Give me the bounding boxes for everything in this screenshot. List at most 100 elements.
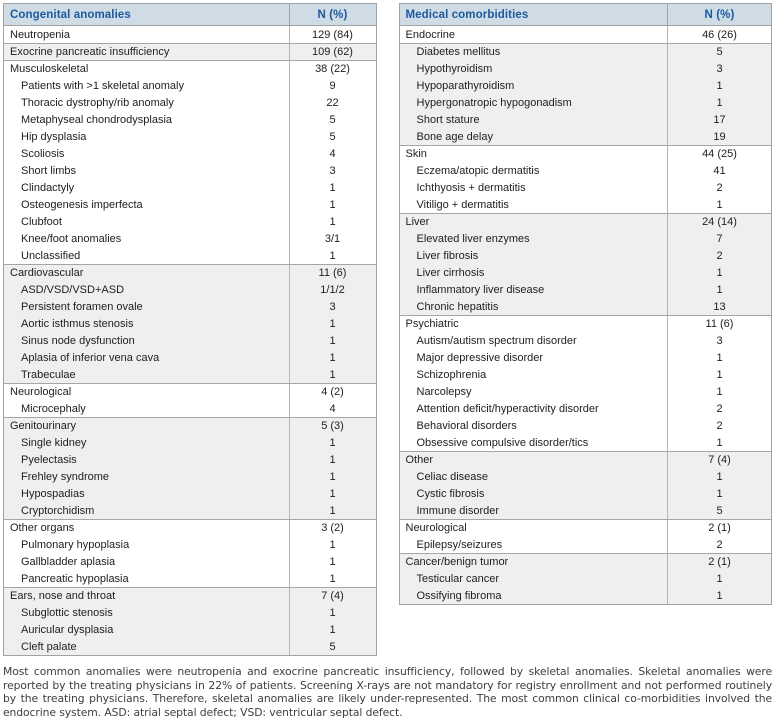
row-value: 3 (2) — [288, 520, 376, 536]
row-value: 1 — [288, 451, 376, 468]
table-subrow: Cleft palate 5 — [4, 638, 376, 655]
row-label: Liver fibrosis — [416, 249, 479, 262]
row-value: 13 — [667, 298, 771, 315]
table-row: Genitourinary 5 (3) — [4, 417, 376, 434]
table-subrow: Microcephaly 4 — [4, 400, 376, 417]
table-body: Neutropenia 129 (84) Exocrine pancreatic i… — [4, 26, 376, 655]
row-value: 1 — [288, 196, 376, 213]
row-value: 2 (1) — [667, 520, 771, 536]
table-subrow: Patients with >1 skeletal anomaly 9 — [4, 77, 376, 94]
table-subrow: Immune disorder 5 — [399, 502, 771, 519]
row-value: 2 (1) — [667, 554, 771, 570]
row-value: 1 — [288, 485, 376, 502]
row-label: Other — [405, 454, 434, 466]
row-label: Ichthyosis + dermatitis — [416, 181, 526, 194]
row-value: 17 — [667, 111, 771, 128]
row-value: 5 — [667, 502, 771, 519]
row-value: 1 — [288, 179, 376, 196]
row-value: 4 — [288, 400, 376, 417]
row-value: 7 (4) — [667, 452, 771, 468]
row-value: 5 — [288, 128, 376, 145]
row-label: Microcephaly — [21, 402, 86, 415]
table-subrow: Liver cirrhosis 1 — [399, 264, 771, 281]
row-value: 109 (62) — [288, 44, 376, 60]
table-subrow: Persistent foramen ovale 3 — [4, 298, 376, 315]
row-value: 2 — [667, 417, 771, 434]
row-value: 1 — [667, 94, 771, 111]
table-subrow: Ossifying fibroma 1 — [399, 587, 771, 604]
table-row: Skin 44 (25) — [399, 145, 771, 162]
table-subrow: Osteogenesis imperfecta 1 — [4, 196, 376, 213]
row-label: Endocrine — [405, 28, 456, 41]
row-label: Osteogenesis imperfecta — [21, 198, 143, 211]
table-subrow: Clubfoot 1 — [4, 213, 376, 230]
table-row: Ears, nose and throat 7 (4) — [4, 587, 376, 604]
row-label: Autism/autism spectrum disorder — [416, 334, 577, 347]
row-label: Gallbladder aplasia — [21, 555, 116, 568]
row-value: 3 — [667, 60, 771, 77]
table-row: Musculoskeletal 38 (22) — [4, 60, 376, 77]
row-label: Frehley syndrome — [21, 470, 110, 483]
row-label: Musculoskeletal — [10, 63, 89, 75]
table-subrow: Hip dysplasia 5 — [4, 128, 376, 145]
row-label: Skin — [405, 148, 427, 160]
row-value: 19 — [667, 128, 771, 145]
table-subrow: Cryptorchidism 1 — [4, 502, 376, 519]
row-value: 46 (26) — [667, 26, 771, 43]
row-value: 5 — [288, 111, 376, 128]
row-value: 1 — [667, 468, 771, 485]
row-label: Sinus node dysfunction — [21, 334, 135, 347]
row-label: Cystic fibrosis — [416, 487, 485, 500]
row-value: 129 (84) — [288, 26, 376, 43]
row-value: 1 — [288, 553, 376, 570]
row-label: Scoliosis — [21, 147, 65, 160]
row-label: Hip dysplasia — [21, 130, 87, 143]
row-value: 38 (22) — [288, 61, 376, 77]
row-value: 4 (2) — [288, 384, 376, 400]
row-label: Knee/foot anomalies — [21, 232, 122, 245]
table-subrow: Hypergonatropic hypogonadism 1 — [399, 94, 771, 111]
row-label: Other organs — [10, 522, 75, 534]
row-value: 1 — [288, 570, 376, 587]
table-subrow: Behavioral disorders 2 — [399, 417, 771, 434]
row-label: Pulmonary hypoplasia — [21, 538, 130, 551]
table-subrow: Thoracic dystrophy/rib anomaly 22 — [4, 94, 376, 111]
table-header: Congenital anomalies N (%) — [4, 4, 376, 26]
table-subrow: Hypothyroidism 3 — [399, 60, 771, 77]
row-label: Obsessive compulsive disorder/tics — [416, 436, 589, 449]
row-label: Short stature — [416, 113, 480, 126]
table-subrow: Single kidney 1 — [4, 434, 376, 451]
table-row: Other organs 3 (2) — [4, 519, 376, 536]
row-label: Chronic hepatitis — [416, 300, 499, 313]
row-label: Aortic isthmus stenosis — [21, 317, 134, 330]
column-header-n-percent: N (%) — [667, 4, 771, 25]
row-label: Neurological — [10, 386, 72, 398]
row-value: 5 (3) — [288, 418, 376, 434]
row-value: 1 — [288, 468, 376, 485]
row-value: 1 — [667, 587, 771, 604]
table-subrow: Obsessive compulsive disorder/tics 1 — [399, 434, 771, 451]
row-value: 3 — [288, 162, 376, 179]
table-row: Other 7 (4) — [399, 451, 771, 468]
row-value: 1 — [288, 604, 376, 621]
row-value: 3 — [667, 332, 771, 349]
row-value: 9 — [288, 77, 376, 94]
table-caption: Most common anomalies were neutropenia a… — [3, 665, 772, 719]
row-label: Cancer/benign tumor — [405, 556, 509, 568]
table-subrow: Scoliosis 4 — [4, 145, 376, 162]
table-subrow: Celiac disease 1 — [399, 468, 771, 485]
table-subrow: Knee/foot anomalies 3/1 — [4, 230, 376, 247]
table-subrow: Eczema/atopic dermatitis 41 — [399, 162, 771, 179]
row-label: Diabetes mellitus — [416, 46, 501, 58]
table-subrow: Schizophrenia 1 — [399, 366, 771, 383]
table-row: Cancer/benign tumor 2 (1) — [399, 553, 771, 570]
row-value: 4 — [288, 145, 376, 162]
row-label: Hypothyroidism — [416, 62, 493, 75]
table-subrow: Bone age delay 19 — [399, 128, 771, 145]
medical-comorbidities-table: Medical comorbidities N (%) Endocrine 46 … — [398, 3, 772, 605]
table-subrow: Narcolepsy 1 — [399, 383, 771, 400]
row-label: ASD/VSD/VSD+ASD — [21, 283, 125, 296]
row-value: 1 — [667, 383, 771, 400]
row-label: Auricular dysplasia — [21, 623, 114, 636]
